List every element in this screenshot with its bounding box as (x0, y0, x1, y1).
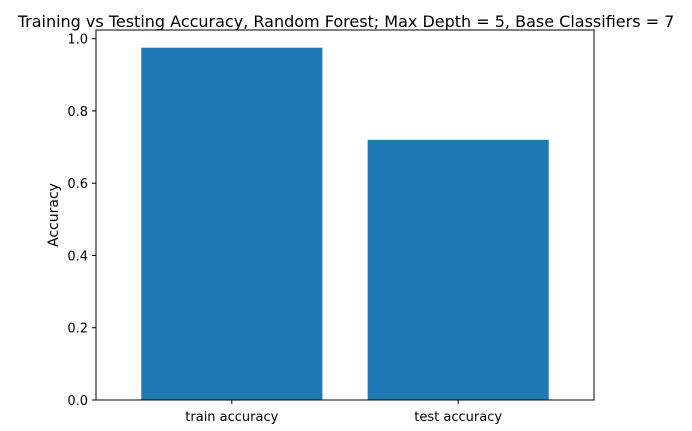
y-tick-label: 0.6 (67, 177, 88, 192)
plot-frame (95, 29, 595, 401)
y-tick-label: 0.2 (67, 322, 88, 337)
x-tick-label: train accuracy (185, 410, 278, 425)
y-axis-label: Accuracy (46, 183, 62, 247)
y-tick-label: 0.8 (67, 105, 88, 120)
y-tick-label: 1.0 (67, 33, 88, 48)
y-tick-label: 0.0 (67, 394, 88, 409)
x-tick-label: test accuracy (414, 410, 502, 425)
bar-0 (141, 47, 323, 400)
x-axis: train accuracy test accuracy (185, 400, 502, 425)
bars-group (141, 47, 549, 400)
y-tick-label: 0.4 (67, 249, 88, 264)
y-axis: 0.0 0.2 0.4 0.6 0.8 1.0 (67, 33, 96, 409)
chart-title: Training vs Testing Accuracy, Random For… (17, 12, 675, 31)
bar-1 (367, 139, 549, 400)
